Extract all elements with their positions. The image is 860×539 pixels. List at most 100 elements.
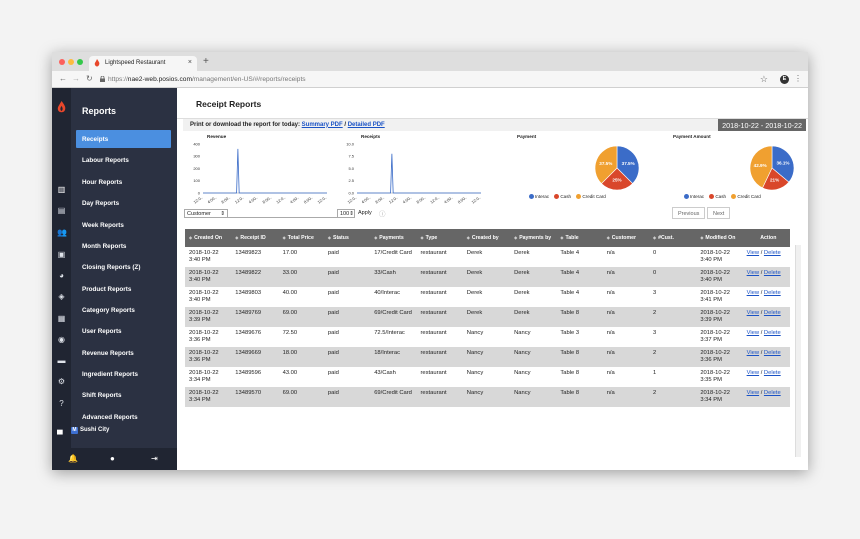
register-icon[interactable]: ▦: [57, 314, 66, 323]
column-header[interactable]: ◆ Created by: [463, 229, 510, 247]
view-link[interactable]: View: [746, 370, 760, 376]
view-link[interactable]: View: [746, 330, 760, 336]
column-header[interactable]: ◆ Modified On: [696, 229, 742, 247]
card-icon[interactable]: ▬: [57, 356, 66, 365]
filter-text-input[interactable]: [228, 209, 337, 218]
delete-link[interactable]: Delete: [763, 250, 781, 256]
help-icon[interactable]: ?: [59, 399, 64, 408]
reload-icon[interactable]: ↻: [86, 74, 93, 83]
sidebar-item-product-reports[interactable]: Product Reports: [82, 286, 132, 293]
sidebar-item-ingredient-reports[interactable]: Ingredient Reports: [82, 371, 138, 378]
sidebar-item-month-reports[interactable]: Month Reports: [82, 243, 127, 250]
food-icon[interactable]: ◉: [58, 335, 65, 344]
table-row[interactable]: 2018-10-22 3:34 PM 13489570 69.00 paid 69/Cr…: [185, 387, 790, 407]
view-link[interactable]: View: [746, 390, 760, 396]
next-button[interactable]: Next: [707, 207, 731, 219]
detailed-pdf-link[interactable]: Detailed PDF: [347, 121, 385, 128]
new-tab-icon[interactable]: +: [203, 56, 209, 67]
sidebar-item-receipts[interactable]: Receipts: [76, 130, 171, 148]
count-select[interactable]: 100⇕: [337, 209, 355, 218]
url-field[interactable]: https://nae2-web.posios.com/management/e…: [108, 76, 306, 83]
table-row[interactable]: 2018-10-22 3:40 PM 13489823 17.00 paid 17/Cr…: [185, 247, 790, 267]
maximize-window-icon[interactable]: [77, 59, 83, 65]
bookmark-star-icon[interactable]: ☆: [759, 74, 768, 84]
column-header-label: #Cust.: [658, 235, 674, 241]
store-selector[interactable]: M Sushi City: [71, 427, 109, 434]
summary-pdf-link[interactable]: Summary PDF: [301, 121, 343, 128]
delete-link[interactable]: Delete: [763, 370, 781, 376]
view-link[interactable]: View: [746, 290, 760, 296]
forward-icon[interactable]: →: [72, 74, 80, 83]
sidebar-item-hour-reports[interactable]: Hour Reports: [82, 179, 123, 186]
filter-field-select[interactable]: Customer ⇕: [184, 209, 228, 218]
pie-slice[interactable]: [749, 145, 773, 189]
table-row[interactable]: 2018-10-22 3:39 PM 13489769 69.00 paid 69/Cr…: [185, 307, 790, 327]
sidebar-item-shift-reports[interactable]: Shift Reports: [82, 392, 122, 399]
column-header[interactable]: ◆ Total Price: [279, 229, 324, 247]
sidebar-item-week-reports[interactable]: Week Reports: [82, 222, 124, 229]
sidebar-item-labour-reports[interactable]: Labour Reports: [82, 157, 129, 164]
pie-slice[interactable]: [594, 145, 618, 184]
info-icon[interactable]: ⓘ: [379, 211, 386, 218]
x-tick-label: 8:00..: [374, 195, 385, 205]
column-header[interactable]: ◆ Payments by: [510, 229, 556, 247]
minimize-window-icon[interactable]: [68, 59, 74, 65]
pie-slice[interactable]: [601, 167, 633, 191]
reports-chart-icon[interactable]: ▥: [57, 185, 66, 194]
pie-slice[interactable]: [771, 145, 795, 183]
sidebar-item-closing-reports[interactable]: Closing Reports (Z): [82, 264, 141, 271]
id-card-icon[interactable]: ▣: [57, 250, 66, 259]
apply-button[interactable]: Apply: [358, 210, 372, 216]
column-header[interactable]: ◆ Created On: [185, 229, 231, 247]
user-icon[interactable]: ●: [110, 454, 115, 463]
view-link[interactable]: View: [746, 310, 760, 316]
profile-avatar[interactable]: E: [780, 75, 789, 84]
sidebar-item-advanced-reports[interactable]: Advanced Reports: [82, 414, 138, 421]
table-cell: Nancy: [466, 370, 484, 376]
sidebar-item-revenue-reports[interactable]: Revenue Reports: [82, 350, 134, 357]
view-link[interactable]: View: [746, 350, 760, 356]
sidebar-item-user-reports[interactable]: User Reports: [82, 328, 122, 335]
people-icon[interactable]: 👥: [57, 228, 67, 237]
sidebar: Reports Receipts Labour Reports Hour Rep…: [71, 88, 177, 470]
close-tab-icon[interactable]: ×: [187, 59, 192, 66]
logout-icon[interactable]: ⇥: [151, 454, 158, 463]
table-row[interactable]: 2018-10-22 3:36 PM 13489676 72.50 paid 72.5/…: [185, 327, 790, 347]
view-link[interactable]: View: [746, 250, 760, 256]
column-header[interactable]: ◆ Customer: [603, 229, 649, 247]
table-row[interactable]: 2018-10-22 3:34 PM 13489596 43.00 paid 43/Ca…: [185, 367, 790, 387]
delete-link[interactable]: Delete: [763, 270, 781, 276]
browser-menu-icon[interactable]: ⋮: [794, 74, 802, 83]
column-header[interactable]: ◆ Receipt ID: [231, 229, 278, 247]
table-row[interactable]: 2018-10-22 3:40 PM 13489803 40.00 paid 40/In…: [185, 287, 790, 307]
table-row[interactable]: 2018-10-22 3:36 PM 13489669 18.00 paid 18/In…: [185, 347, 790, 367]
layers-icon[interactable]: ◈: [58, 292, 65, 301]
table-scrollbar[interactable]: [795, 245, 801, 457]
delete-link[interactable]: Delete: [763, 330, 781, 336]
browser-tab[interactable]: Lightspeed Restaurant ×: [89, 56, 197, 71]
pie-slice[interactable]: [616, 145, 640, 184]
column-header[interactable]: ◆ Type: [417, 229, 463, 247]
close-window-icon[interactable]: [59, 59, 65, 65]
table-row[interactable]: 2018-10-22 3:40 PM 13489822 33.00 paid 33/Ca…: [185, 267, 790, 287]
back-icon[interactable]: ←: [59, 74, 67, 83]
column-header[interactable]: Action: [743, 229, 790, 247]
column-header[interactable]: ◆ #Cust.: [649, 229, 696, 247]
delete-link[interactable]: Delete: [763, 390, 781, 396]
view-link[interactable]: View: [746, 270, 760, 276]
previous-button[interactable]: Previous: [672, 207, 706, 219]
date-range-picker[interactable]: 2018-10-22 - 2018-10-22: [718, 119, 806, 131]
delete-link[interactable]: Delete: [763, 290, 781, 296]
pie-icon[interactable]: ◕: [59, 271, 64, 280]
sidebar-item-day-reports[interactable]: Day Reports: [82, 200, 120, 207]
receipt-icon[interactable]: ▤: [57, 206, 66, 215]
delete-link[interactable]: Delete: [763, 350, 781, 356]
delete-link[interactable]: Delete: [763, 310, 781, 316]
gear-icon[interactable]: ⚙: [57, 377, 66, 386]
lightspeed-logo-icon: [57, 101, 66, 113]
column-header[interactable]: ◆ Status: [324, 229, 370, 247]
bell-icon[interactable]: 🔔: [68, 454, 78, 463]
sidebar-item-category-reports[interactable]: Category Reports: [82, 307, 135, 314]
column-header[interactable]: ◆ Payments: [370, 229, 416, 247]
column-header[interactable]: ◆ Table: [556, 229, 602, 247]
